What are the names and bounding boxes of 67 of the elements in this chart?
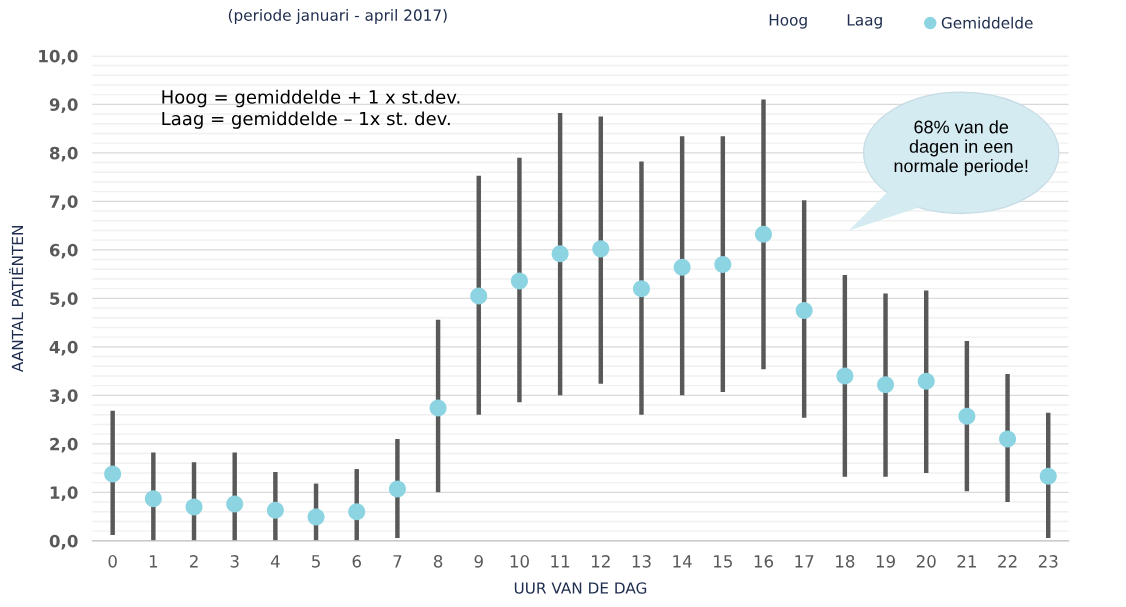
point (510, 272, 528, 290)
point (917, 372, 935, 390)
point (429, 399, 447, 417)
point (592, 240, 610, 258)
point (754, 225, 772, 243)
x-tick-label: 23 (1038, 555, 1058, 568)
text: Hoog (769, 14, 807, 29)
point (958, 407, 976, 425)
y-tick-label: 9,0 (49, 98, 78, 114)
y-tick-label: 0,0 (49, 534, 78, 550)
point (144, 490, 162, 508)
point (307, 508, 325, 526)
x-tick-label: 17 (795, 555, 814, 568)
point (1039, 467, 1057, 485)
point (388, 480, 406, 498)
x-tick-label: 16 (754, 555, 774, 568)
y-tick-label: 1,0 (50, 486, 78, 502)
legend-label: Gemiddelde (941, 16, 1033, 29)
x-tick-label: 19 (876, 555, 895, 568)
point (877, 376, 895, 394)
point (470, 287, 488, 305)
x-tick-label: 14 (673, 555, 692, 568)
x-tick-label: 20 (916, 555, 936, 568)
point (185, 498, 203, 516)
x-tick-label: 9 (474, 555, 483, 568)
annotation: 68% van de dagen in een normale periode! (894, 120, 1028, 176)
x-tick-label: 3 (230, 555, 239, 568)
y-tick-label: 2,0 (50, 437, 78, 453)
x-axis-title: UUR VAN DE DAG (514, 582, 647, 594)
x-tick-label: 1 (149, 555, 158, 568)
y-tick-label: 4,0 (49, 340, 78, 356)
x-tick-label: 12 (592, 555, 610, 568)
x-tick-label: 2 (189, 555, 198, 568)
x-tick-label: 11 (551, 555, 570, 568)
x-tick-label: 13 (632, 555, 651, 568)
point (551, 245, 569, 263)
x-tick-label: 10 (510, 555, 529, 568)
x-tick-label: 5 (312, 555, 320, 568)
point (673, 258, 691, 276)
y-tick-label: 6,0 (49, 243, 78, 259)
point (104, 465, 122, 483)
x-tick-label: 22 (998, 555, 1017, 568)
text: Laag (847, 14, 882, 29)
point (795, 301, 813, 319)
y-axis-title: AANTAL PATIËNTEN (9, 226, 24, 372)
x-tick-label: 8 (433, 555, 443, 568)
x-tick-label: 0 (108, 555, 117, 568)
point (836, 367, 854, 385)
y-tick-label: 5,0 (50, 292, 78, 308)
point (632, 280, 650, 298)
x-tick-label: 15 (714, 555, 732, 568)
x-tick-label: 4 (270, 555, 280, 568)
point (226, 495, 244, 513)
x-tick-label: 18 (836, 555, 855, 568)
point (348, 503, 366, 521)
x-tick-label: 21 (957, 555, 976, 568)
point (999, 430, 1017, 448)
point (714, 255, 732, 273)
x-tick-label: 6 (352, 555, 361, 568)
y-tick-label: 8,0 (49, 146, 78, 162)
chart-subtitle: (periode januari - april 2017) (228, 9, 447, 24)
x-tick-label: 7 (393, 555, 402, 568)
y-tick-label: 3,0 (50, 389, 78, 405)
y-tick-label: 10,0 (39, 49, 78, 65)
annotation: Hoog = gemiddelde + 1 x st.dev. Laag = gemiddelde – 1x st. dev. (162, 89, 460, 129)
point (266, 501, 284, 519)
y-tick-label: 7,0 (50, 195, 78, 211)
